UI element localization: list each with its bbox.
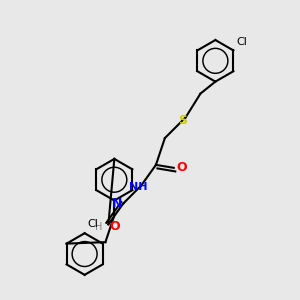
Text: N: N <box>112 197 122 210</box>
Text: O: O <box>177 161 188 174</box>
Text: Cl: Cl <box>236 38 247 47</box>
Text: NH: NH <box>129 182 147 192</box>
Text: O: O <box>109 220 120 233</box>
Text: H: H <box>95 222 102 232</box>
Text: S: S <box>178 114 187 127</box>
Text: Cl: Cl <box>88 219 98 229</box>
